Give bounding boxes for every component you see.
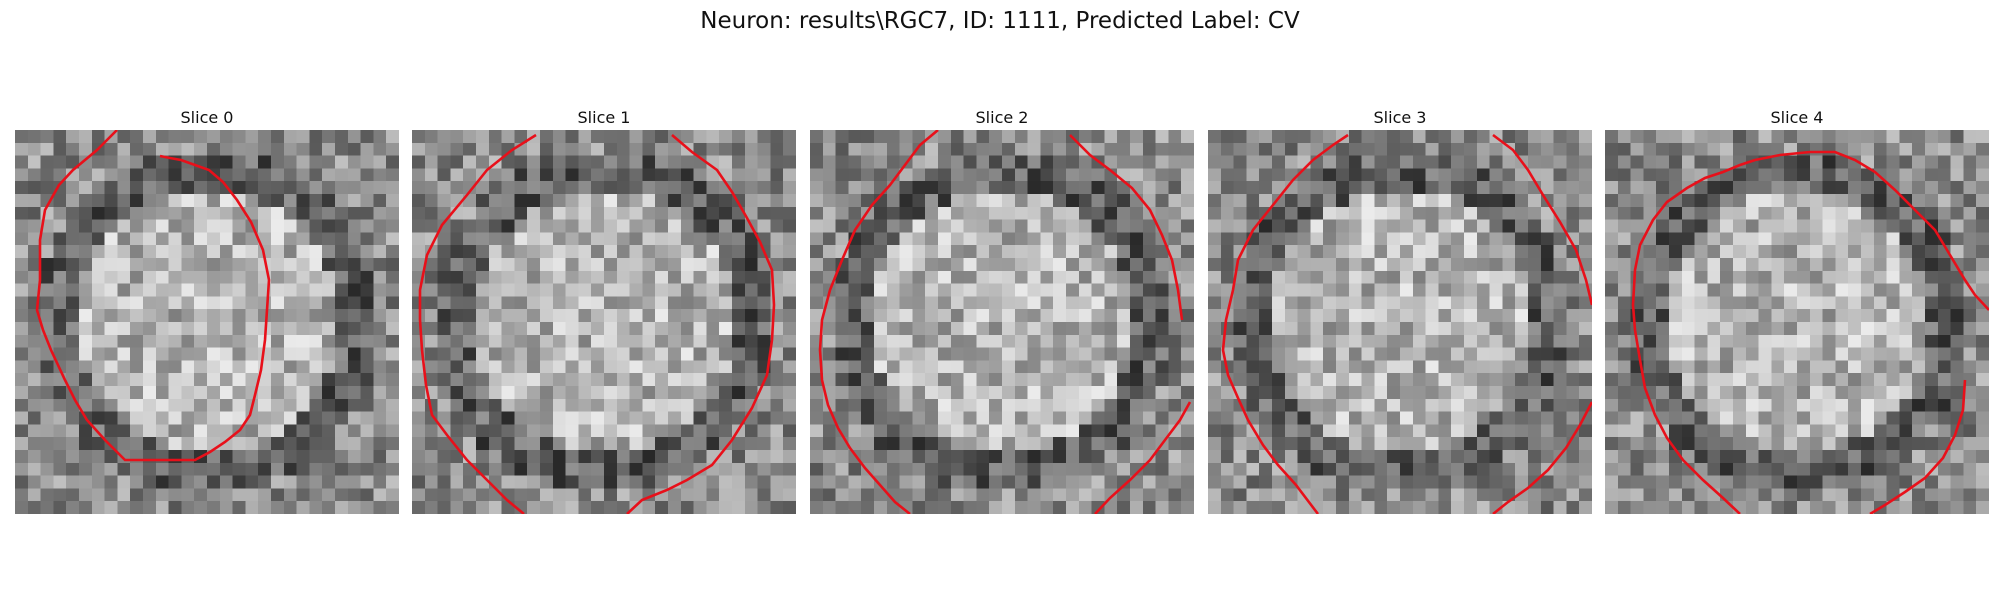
slice-image [1605, 130, 1989, 514]
slice-title: Slice 4 [1770, 108, 1824, 127]
slice-panel-0: Slice 0 [15, 106, 399, 514]
slice-panel-2: Slice 2 [810, 106, 1194, 514]
slice-title: Slice 1 [577, 108, 631, 127]
slice-title: Slice 3 [1373, 108, 1427, 127]
figure-title: Neuron: results\RGC7, ID: 1111, Predicte… [700, 8, 1300, 34]
slice-panel-1: Slice 1 [412, 106, 796, 514]
slice-image [15, 130, 399, 514]
slice-title: Slice 0 [180, 108, 234, 127]
slice-image [412, 130, 796, 514]
slice-image [1208, 130, 1592, 514]
slice-title: Slice 2 [975, 108, 1029, 127]
slice-image [810, 130, 1194, 514]
slice-panel-3: Slice 3 [1208, 106, 1592, 514]
slice-panel-4: Slice 4 [1605, 106, 1989, 514]
